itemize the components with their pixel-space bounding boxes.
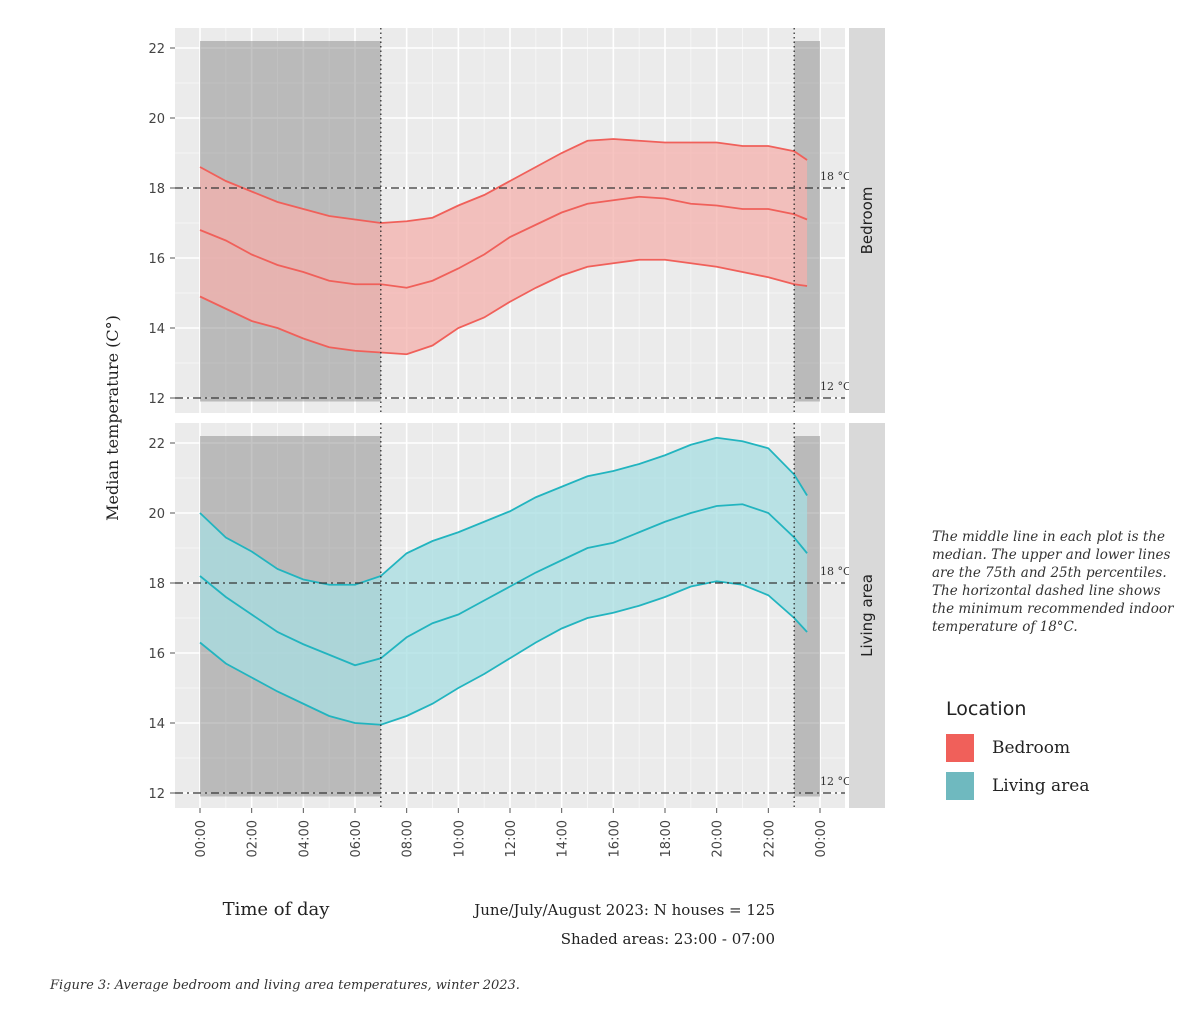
y-tick-label: 16 — [148, 647, 165, 662]
reference-line-label: 18 °C — [820, 170, 851, 183]
y-tick-label: 14 — [148, 322, 165, 337]
facet-title: Bedroom — [858, 187, 876, 255]
x-tick-label: 08:00 — [401, 820, 416, 857]
x-tick-label: 20:00 — [711, 820, 726, 857]
y-tick-label: 18 — [148, 577, 165, 592]
x-tick-label: 06:00 — [349, 820, 364, 857]
x-tick-label: 10:00 — [452, 820, 467, 857]
y-tick-label: 22 — [148, 437, 165, 452]
median-line — [199, 195, 808, 289]
y-tick-label: 18 — [148, 182, 165, 197]
x-axis-title: Time of day — [223, 899, 331, 920]
percentile-band — [200, 139, 808, 355]
facet-title: Living area — [858, 574, 876, 657]
shading-info: Shaded areas: 23:00 - 07:00 — [561, 930, 775, 948]
x-tick-label: 16:00 — [607, 820, 622, 857]
legend-swatch-living-area — [946, 772, 974, 800]
y-tick-label: 16 — [148, 252, 165, 267]
figure-caption: Figure 3: Average bedroom and living are… — [50, 978, 520, 993]
legend: Location Bedroom Living area — [946, 698, 1186, 810]
legend-title: Location — [946, 698, 1027, 720]
y-tick-label: 12 — [148, 392, 165, 407]
percentile-band — [200, 437, 808, 725]
sample-info: June/July/August 2023: N houses = 125 — [472, 901, 775, 919]
panel-living-area: 18 °C 12 °C 12 14 16 18 20 22 Living area — [148, 423, 885, 808]
median-line — [199, 503, 808, 667]
legend-swatch-bedroom — [946, 734, 974, 762]
legend-item-living-area: Living area — [946, 772, 1186, 800]
x-tick-label: 18:00 — [659, 820, 674, 857]
x-tick-label: 22:00 — [762, 820, 777, 857]
panel-bedroom: 18 °C 12 °C 12 14 16 18 20 22 Bedroom — [148, 28, 885, 413]
y-tick-label: 22 — [148, 42, 165, 57]
facet-strip — [849, 28, 885, 413]
upper-line — [199, 436, 808, 586]
lower-line — [199, 258, 808, 356]
x-tick-label: 00:00 — [814, 820, 829, 857]
reference-line-label: 12 °C — [820, 775, 851, 788]
y-tick-label: 14 — [148, 717, 165, 732]
x-tick-label: 04:00 — [297, 820, 312, 857]
facet-strip — [849, 423, 885, 808]
upper-line — [199, 138, 808, 224]
x-tick-label: 12:00 — [504, 820, 519, 857]
chart-note: The middle line in each plot is the medi… — [932, 529, 1174, 635]
legend-item-bedroom: Bedroom — [946, 734, 1186, 762]
y-tick-label: 20 — [148, 112, 165, 127]
lower-line — [199, 580, 808, 726]
y-axis-title: Median temperature (C°) — [103, 315, 122, 521]
legend-label: Living area — [992, 776, 1090, 796]
reference-line-label: 18 °C — [820, 565, 851, 578]
x-tick-label: 00:00 — [194, 820, 209, 857]
reference-line-label: 12 °C — [820, 380, 851, 393]
legend-label: Bedroom — [992, 738, 1071, 758]
y-tick-label: 12 — [148, 787, 165, 802]
x-tick-label: 02:00 — [246, 820, 261, 857]
y-tick-label: 20 — [148, 507, 165, 522]
x-tick-label: 14:00 — [556, 820, 571, 857]
